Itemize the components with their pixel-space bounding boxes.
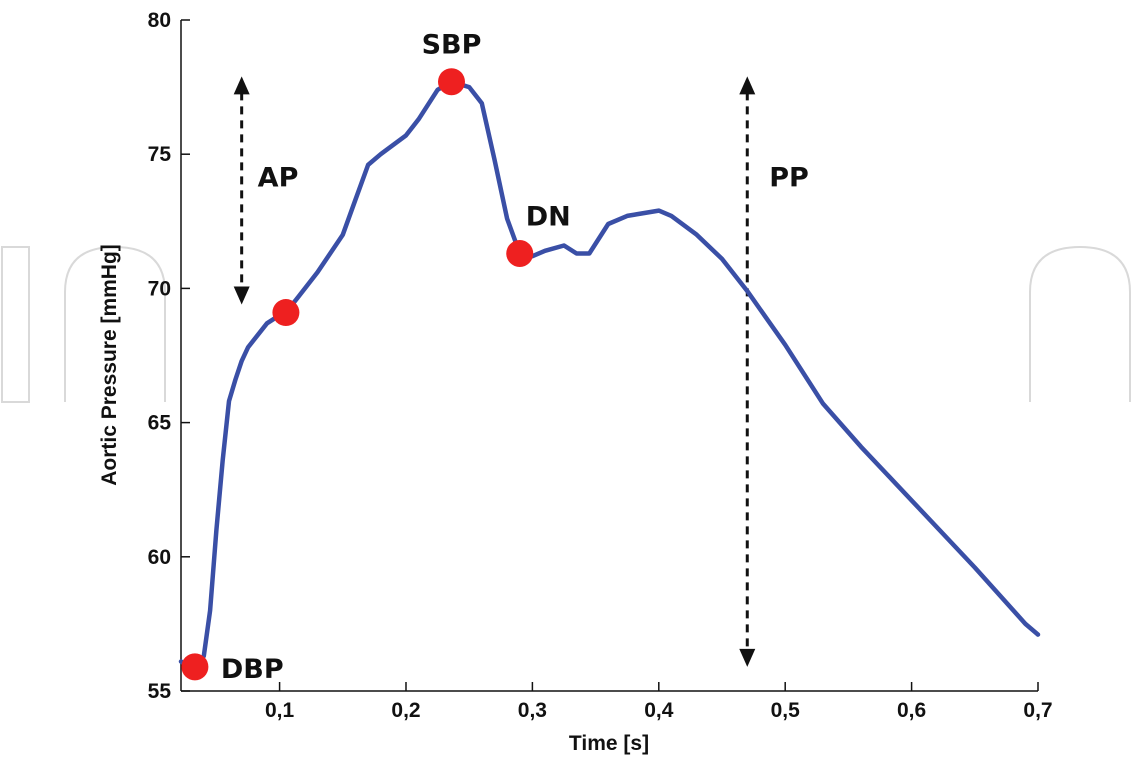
- series-layer: [178, 79, 1041, 670]
- x-tick-label: 0,5: [771, 699, 801, 722]
- pressure-series-line: [178, 79, 1041, 670]
- key-point-marker-sbp: [437, 68, 465, 96]
- x-tick-label: 0,3: [518, 699, 547, 722]
- x-tick-label: 0,6: [897, 699, 926, 722]
- y-tick-label: 70: [148, 277, 171, 300]
- arrows: AP PP: [233, 76, 809, 667]
- y-tick-label: 80: [148, 9, 171, 32]
- arrow-head-down-pp: [739, 648, 756, 667]
- key-points: DBP SBP DN: [181, 30, 571, 685]
- axes: [180, 20, 1038, 692]
- x-ticks: 0,1 0,2 0,3 0,4 0,5 0,6 0,7: [265, 682, 1053, 722]
- x-axis-title: Time [s]: [569, 732, 649, 755]
- arrow-head-up-pp: [739, 76, 756, 95]
- key-point-marker-dn: [506, 240, 534, 268]
- y-axis-title: Aortic Pressure [mmHg]: [98, 244, 121, 486]
- x-tick-label: 0,2: [391, 699, 420, 722]
- arrow-head-down-ap: [233, 286, 250, 305]
- key-point-label-dn: DN: [526, 202, 571, 233]
- key-point-marker-dbp: [181, 653, 209, 681]
- y-tick-label: 55: [148, 680, 172, 703]
- x-tick-label: 0,7: [1023, 699, 1052, 722]
- key-point-label-sbp: SBP: [422, 30, 482, 61]
- x-tick-label: 0,4: [644, 699, 674, 722]
- key-point-marker: [272, 299, 300, 327]
- y-tick-label: 65: [148, 412, 172, 435]
- y-tick-label: 60: [148, 546, 171, 569]
- watermark-logo: [1, 245, 1131, 403]
- arrow-label-ap: AP: [258, 162, 299, 193]
- y-tick-label: 75: [148, 143, 172, 166]
- y-ticks: 55 60 65 70 75 80: [148, 9, 190, 703]
- x-tick-label: 0,1: [265, 699, 295, 722]
- key-point-label-dbp: DBP: [221, 654, 284, 685]
- arrow-head-up-ap: [233, 76, 250, 95]
- arrow-label-pp: PP: [769, 162, 809, 193]
